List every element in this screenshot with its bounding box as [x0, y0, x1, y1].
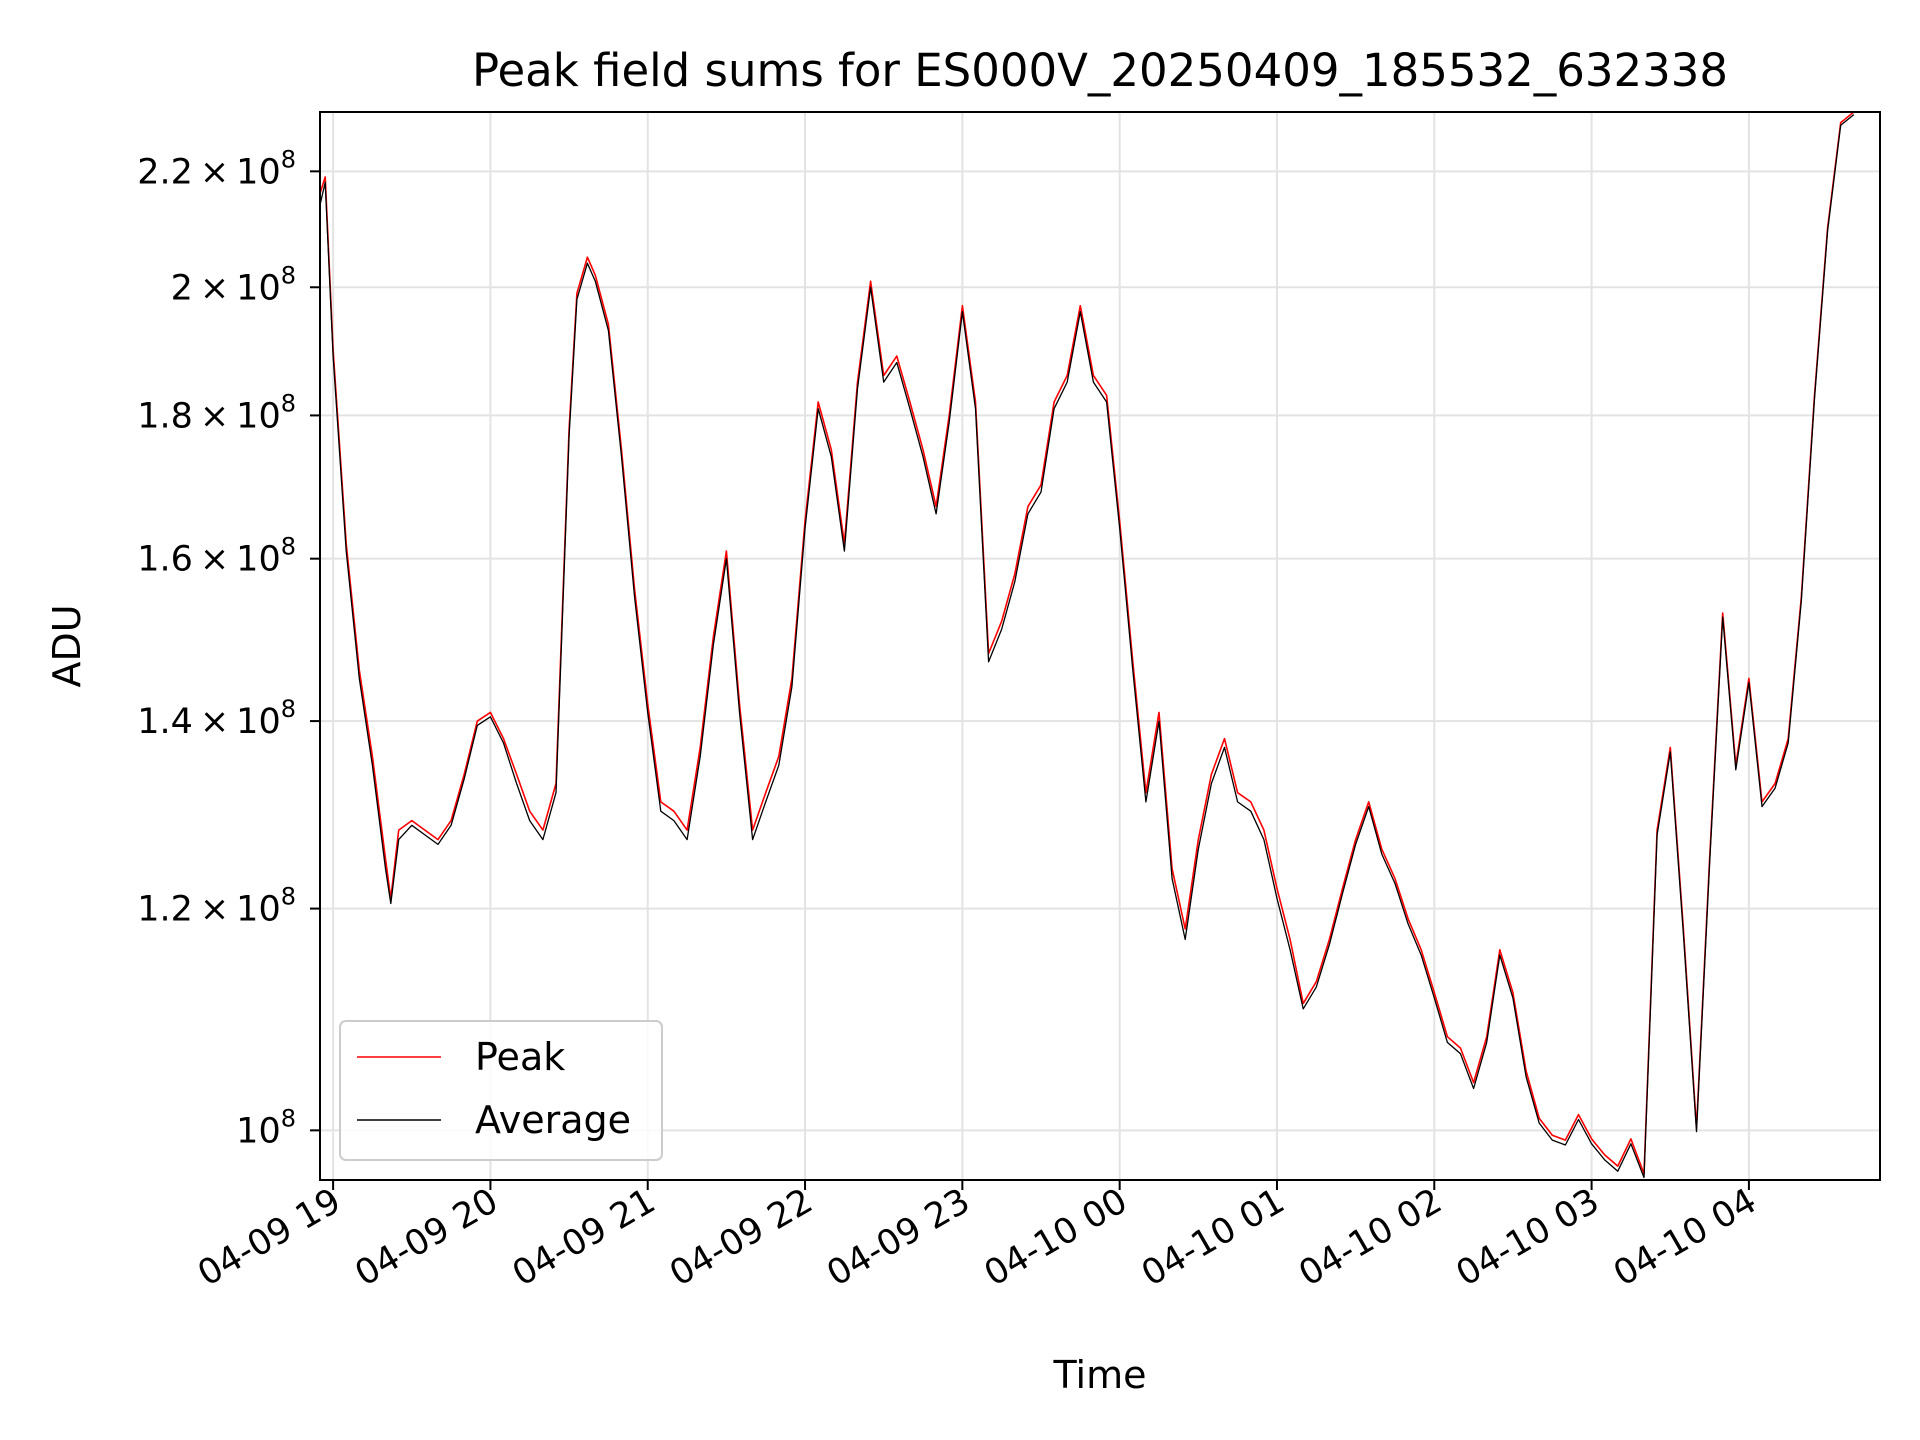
legend-label-average: Average: [475, 1098, 631, 1142]
y-tick-label: 1.6 × 108: [137, 533, 296, 580]
plot-frame: [319, 111, 1881, 1181]
y-tick-label: 1.8 × 108: [137, 389, 296, 436]
series-line-average: [319, 114, 1855, 1179]
legend: Peak Average: [339, 1020, 663, 1161]
x-axis-title: Time: [1053, 1353, 1147, 1397]
y-axis-title: ADU: [45, 604, 89, 687]
legend-label-peak: Peak: [475, 1035, 565, 1079]
y-tick-label: 108: [236, 1104, 296, 1151]
y-tick-label: 1.2 × 108: [137, 883, 296, 930]
y-tick-label: 2 × 108: [171, 261, 296, 308]
y-tick-label: 2.2 × 108: [137, 145, 296, 192]
legend-box: [339, 1020, 663, 1161]
y-tick-label: 1.4 × 108: [137, 695, 296, 742]
grid: [320, 112, 1880, 1180]
plot-series: [319, 111, 1855, 1179]
chart-title: Peak field sums for ES000V_20250409_1855…: [472, 44, 1728, 97]
